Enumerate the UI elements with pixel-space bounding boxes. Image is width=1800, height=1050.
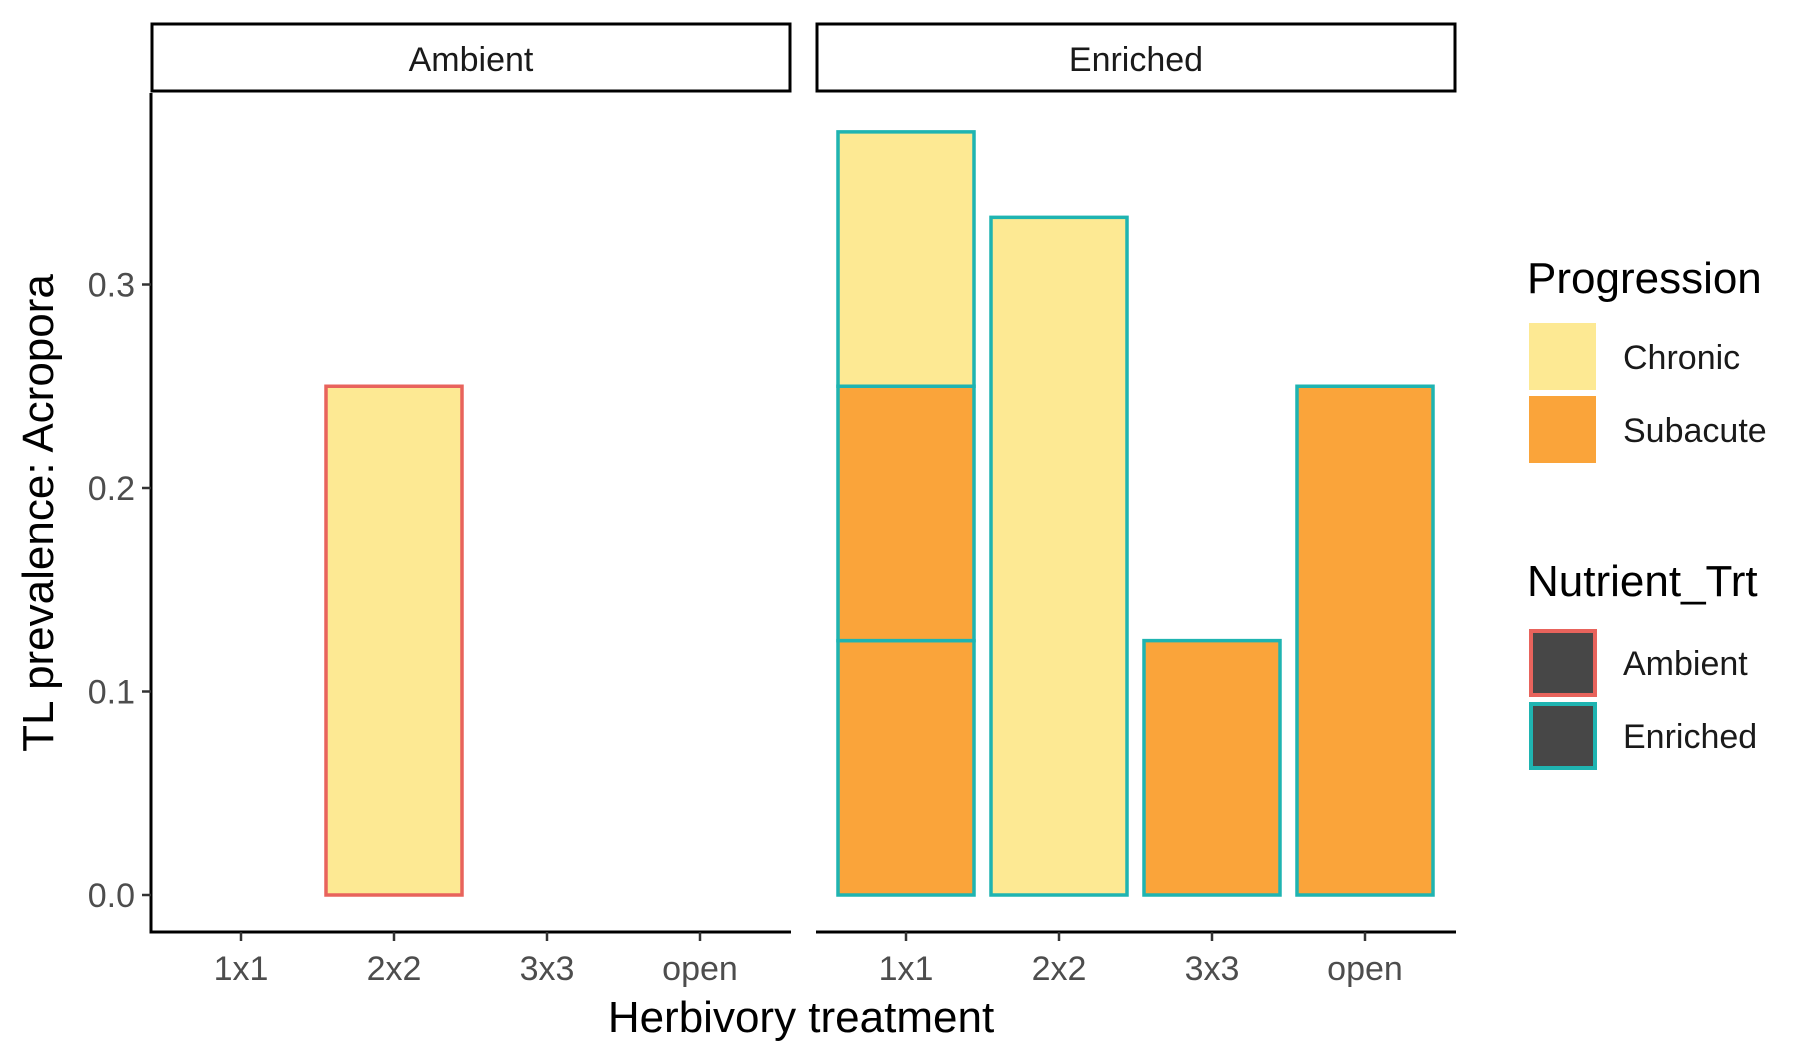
x-tick-label-ambient-1x1: 1x1 <box>214 950 269 988</box>
facet-strip-ambient <box>150 22 792 93</box>
bar-ambient-2x2-seg0 <box>324 384 464 897</box>
panels: Ambient Enriched <box>150 22 1457 93</box>
bars <box>324 130 1435 897</box>
x-tick-label-enriched-2x2: 2x2 <box>1032 950 1087 988</box>
x-tick-label-enriched-1x1: 1x1 <box>879 950 934 988</box>
facet-label-enriched: Enriched <box>1069 41 1203 79</box>
y-tick-label-2: 0.2 <box>88 470 135 508</box>
y-tick-label-0: 0.0 <box>88 877 135 915</box>
x-tick-label-ambient-2x2: 2x2 <box>367 950 422 988</box>
outline-legend-label-ambient: Ambient <box>1623 645 1748 683</box>
bar-enriched-3x3-seg0 <box>1142 638 1282 897</box>
facet-strip-enriched <box>815 22 1457 93</box>
bar-enriched-open-seg0 <box>1295 384 1435 897</box>
fill-legend-key-chronic <box>1529 323 1596 390</box>
bar-enriched-1x1-seg2 <box>836 130 976 388</box>
x-tick-label-ambient-open: open <box>662 950 738 988</box>
fill-legend-key-subacute <box>1529 396 1596 463</box>
bar-enriched-1x1-seg1 <box>836 384 976 643</box>
legend: Progression Nutrient_Trt Chronic Subacute… <box>1527 254 1767 770</box>
outline-legend-key-enriched <box>1529 702 1597 770</box>
fill-legend-label-subacute: Subacute <box>1623 412 1767 450</box>
y-axis-title: TL prevalence: Acropora <box>14 274 63 752</box>
fill-legend-label-chronic: Chronic <box>1623 339 1740 377</box>
x-tick-label-enriched-3x3: 3x3 <box>1185 950 1240 988</box>
y-tick-label-1: 0.1 <box>88 674 135 712</box>
bar-enriched-2x2-seg0 <box>989 215 1129 897</box>
x-tick-label-ambient-3x3: 3x3 <box>520 950 575 988</box>
outline-legend-label-enriched: Enriched <box>1623 718 1757 756</box>
y-tick-label-3: 0.3 <box>88 267 135 305</box>
x-tick-label-enriched-open: open <box>1327 950 1403 988</box>
x-axis-title: Herbivory treatment <box>608 993 994 1042</box>
axes: 1x1 2x2 3x3 open 1x1 2x2 3x3 open 0.0 0.1 0.2 0.3 <box>88 93 1456 988</box>
fill-legend-title: Progression <box>1527 254 1762 303</box>
bar-enriched-1x1-seg0 <box>836 638 976 897</box>
outline-legend-title: Nutrient_Trt <box>1527 557 1758 606</box>
outline-legend-key-ambient <box>1529 629 1597 697</box>
facet-label-ambient: Ambient <box>409 41 534 79</box>
